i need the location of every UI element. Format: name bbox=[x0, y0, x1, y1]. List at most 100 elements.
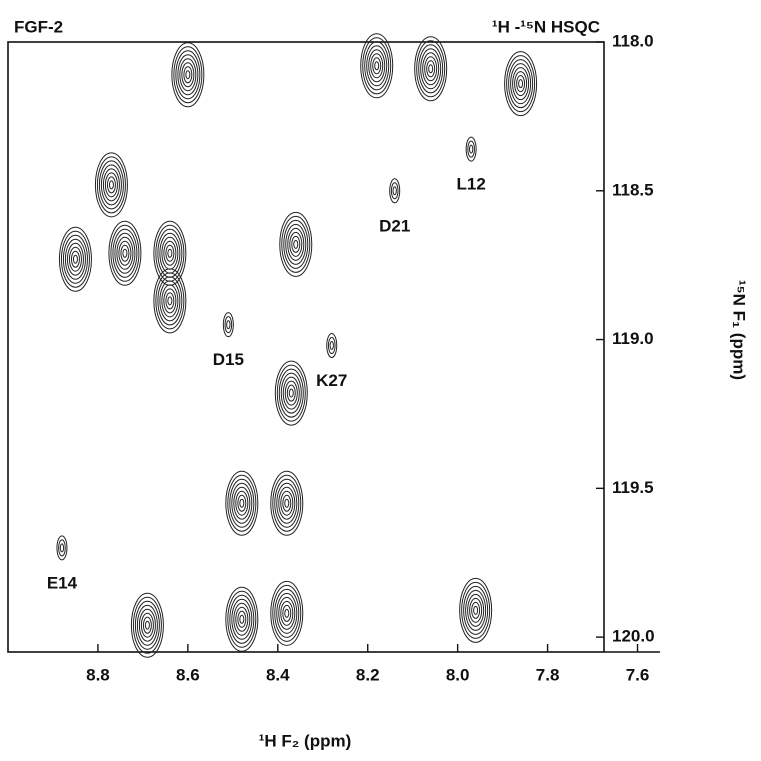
contour-ring bbox=[235, 606, 249, 632]
peak-label: D21 bbox=[379, 216, 410, 235]
contour-ring bbox=[98, 160, 124, 210]
contour-ring bbox=[165, 244, 175, 262]
contour-ring bbox=[144, 620, 150, 630]
contour-ring bbox=[364, 41, 390, 91]
y-axis-label: ¹⁵N F₁ (ppm) bbox=[730, 280, 749, 380]
contour-ring bbox=[229, 594, 255, 644]
contour-ring bbox=[167, 248, 173, 258]
contour-ring bbox=[516, 75, 526, 93]
contour-ring bbox=[239, 498, 245, 508]
contour-ring bbox=[510, 63, 532, 105]
contour-ring bbox=[70, 250, 80, 268]
contour-ring bbox=[102, 168, 120, 202]
contour-ring bbox=[116, 236, 134, 270]
contour-ring bbox=[239, 614, 245, 624]
peak bbox=[459, 577, 493, 643]
chart-subtitle: ¹H -¹⁵N HSQC bbox=[492, 17, 600, 36]
contour-ring bbox=[278, 486, 296, 520]
contour-ring bbox=[112, 228, 138, 278]
contour-ring bbox=[284, 498, 290, 508]
contour-ring bbox=[389, 178, 401, 204]
contour-ring bbox=[504, 51, 538, 117]
contour-ring bbox=[329, 341, 334, 351]
contour-ring bbox=[512, 67, 530, 101]
contour-ring bbox=[163, 240, 177, 266]
contour-ring bbox=[68, 246, 82, 272]
contour-ring bbox=[114, 232, 136, 274]
peak-label: L12 bbox=[456, 175, 485, 194]
contour-ring bbox=[64, 238, 86, 280]
contour-ring bbox=[426, 60, 436, 78]
contour-ring bbox=[467, 140, 475, 158]
x-tick-label: 7.6 bbox=[626, 665, 650, 684]
contour-ring bbox=[506, 55, 536, 113]
contour-ring bbox=[58, 539, 66, 557]
contour-ring bbox=[428, 64, 434, 74]
contour-ring bbox=[463, 585, 489, 635]
contour-ring bbox=[282, 494, 292, 512]
contour-ring bbox=[226, 320, 231, 330]
chart-title: FGF-2 bbox=[14, 17, 63, 36]
contour-ring bbox=[153, 268, 187, 334]
peak bbox=[414, 36, 448, 102]
contour-ring bbox=[159, 232, 181, 274]
y-tick-label: 119.0 bbox=[612, 329, 654, 348]
contour-ring bbox=[291, 235, 301, 253]
y-tick-label: 118.5 bbox=[612, 180, 654, 199]
x-tick-label: 8.8 bbox=[86, 665, 110, 684]
contour-ring bbox=[229, 478, 255, 528]
contour-ring bbox=[518, 79, 524, 89]
contour-ring bbox=[110, 224, 140, 282]
contour-ring bbox=[370, 53, 384, 79]
contour-ring bbox=[285, 223, 307, 265]
contour-ring bbox=[283, 219, 309, 269]
contour-ring bbox=[366, 45, 388, 87]
contour-ring bbox=[138, 608, 156, 642]
contour-ring bbox=[293, 239, 299, 249]
contour-ring bbox=[280, 372, 302, 414]
contour-ring bbox=[108, 180, 114, 190]
contour-ring bbox=[508, 59, 534, 109]
peak bbox=[225, 470, 259, 536]
contour-ring bbox=[468, 144, 474, 154]
contour-ring bbox=[284, 608, 290, 618]
x-tick-label: 8.6 bbox=[176, 665, 200, 684]
contour-ring bbox=[374, 61, 380, 71]
plot-frame bbox=[7, 41, 605, 653]
contour-ring bbox=[136, 604, 158, 646]
contour-ring bbox=[100, 164, 122, 206]
contour-ring bbox=[227, 474, 257, 532]
contour-ring bbox=[284, 380, 298, 406]
contour-ring bbox=[179, 58, 197, 92]
contour-ring bbox=[274, 360, 308, 426]
contour-ring bbox=[274, 588, 300, 638]
contour-ring bbox=[465, 136, 477, 162]
contour-ring bbox=[278, 596, 296, 630]
x-tick-label: 8.4 bbox=[266, 665, 290, 684]
peak-label: K27 bbox=[316, 371, 347, 390]
contour-ring bbox=[372, 57, 382, 75]
contour-ring bbox=[177, 54, 199, 96]
peak-label: E14 bbox=[47, 573, 78, 592]
contour-ring bbox=[225, 586, 259, 652]
contour-ring bbox=[461, 581, 491, 639]
contour-ring bbox=[237, 610, 247, 628]
contour-ring bbox=[270, 470, 304, 536]
contour-ring bbox=[231, 482, 253, 524]
contour-ring bbox=[235, 490, 249, 516]
contour-ring bbox=[225, 470, 259, 536]
x-tick-label: 7.8 bbox=[536, 665, 560, 684]
peak bbox=[130, 592, 164, 658]
contour-ring bbox=[161, 284, 179, 318]
contour-ring bbox=[231, 598, 253, 640]
contour-ring bbox=[94, 152, 128, 218]
peak-label: D15 bbox=[213, 350, 244, 369]
contour-ring bbox=[104, 172, 118, 198]
x-axis-label: ¹H F₂ (ppm) bbox=[259, 731, 352, 750]
contour-ring bbox=[60, 230, 90, 288]
contour-ring bbox=[280, 600, 294, 626]
peak bbox=[274, 360, 308, 426]
contour-ring bbox=[473, 605, 479, 615]
peak bbox=[279, 211, 313, 277]
y-tick-label: 120.0 bbox=[612, 627, 655, 646]
